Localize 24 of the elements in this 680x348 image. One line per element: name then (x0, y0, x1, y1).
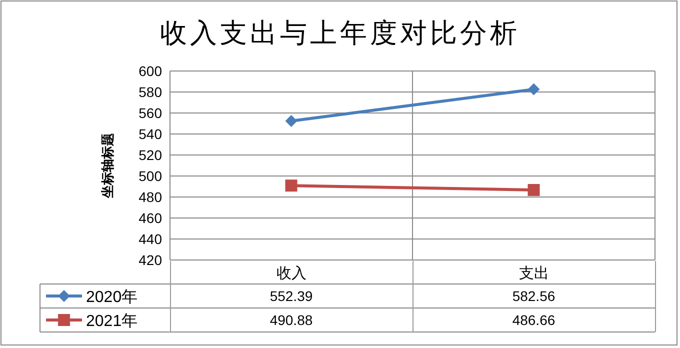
data-label: 582.56 (512, 288, 556, 304)
y-tick-label: 440 (138, 231, 162, 247)
x-tick-label: 支出 (518, 265, 549, 282)
chart-title: 收入支出与上年度对比分析 (160, 18, 520, 48)
y-tick-label: 460 (138, 210, 162, 226)
legend-label: 2021年 (86, 313, 138, 330)
y-tick-label: 500 (138, 168, 162, 184)
point (285, 114, 298, 127)
data-label: 486.66 (512, 312, 556, 328)
legend-label: 2020年 (86, 289, 138, 306)
y-tick-label: 480 (138, 189, 162, 205)
y-tick-label: 580 (138, 84, 162, 100)
y-tick-label: 520 (138, 147, 162, 163)
data-label: 552.39 (270, 288, 313, 304)
point (285, 180, 298, 192)
y-tick-label: 600 (138, 63, 162, 79)
point (528, 184, 540, 196)
y-tick-label: 420 (138, 252, 162, 268)
y-axis-title: 坐标轴标题 (100, 133, 115, 199)
y-tick-label: 540 (138, 126, 162, 142)
point (528, 83, 540, 96)
data-label: 490.88 (270, 312, 313, 328)
x-tick-label: 收入 (276, 265, 306, 282)
y-tick-label: 560 (138, 105, 162, 121)
